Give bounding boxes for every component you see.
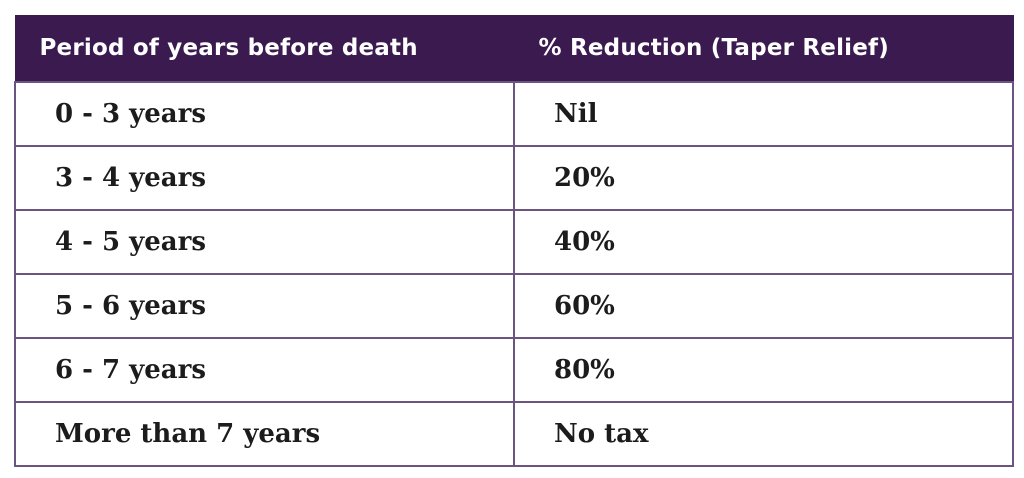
table-row: 5 - 6 years 60%: [14, 272, 1014, 339]
period-cell: 4 - 5 years: [14, 208, 515, 275]
table-row: 0 - 3 years Nil: [14, 80, 1014, 147]
period-cell: 0 - 3 years: [14, 80, 515, 147]
table-header: Period of years before death % Reduction…: [14, 15, 1014, 82]
reduction-cell: 60%: [513, 272, 1014, 339]
reduction-cell: Nil: [513, 80, 1014, 147]
period-cell: 3 - 4 years: [14, 144, 515, 211]
table-row: More than 7 years No tax: [14, 400, 1014, 467]
column-header-period: Period of years before death: [14, 15, 515, 82]
period-cell: 5 - 6 years: [14, 272, 515, 339]
taper-relief-table: Period of years before death % Reduction…: [14, 15, 1014, 467]
header-row: Period of years before death % Reduction…: [14, 15, 1014, 82]
period-cell: More than 7 years: [14, 400, 515, 467]
reduction-cell: No tax: [513, 400, 1014, 467]
reduction-cell: 20%: [513, 144, 1014, 211]
table-row: 3 - 4 years 20%: [14, 144, 1014, 211]
table-row: 6 - 7 years 80%: [14, 336, 1014, 403]
table-row: 4 - 5 years 40%: [14, 208, 1014, 275]
period-cell: 6 - 7 years: [14, 336, 515, 403]
column-header-reduction: % Reduction (Taper Relief): [513, 15, 1014, 82]
table-body: 0 - 3 years Nil 3 - 4 years 20% 4 - 5 ye…: [14, 80, 1014, 467]
reduction-cell: 80%: [513, 336, 1014, 403]
reduction-cell: 40%: [513, 208, 1014, 275]
